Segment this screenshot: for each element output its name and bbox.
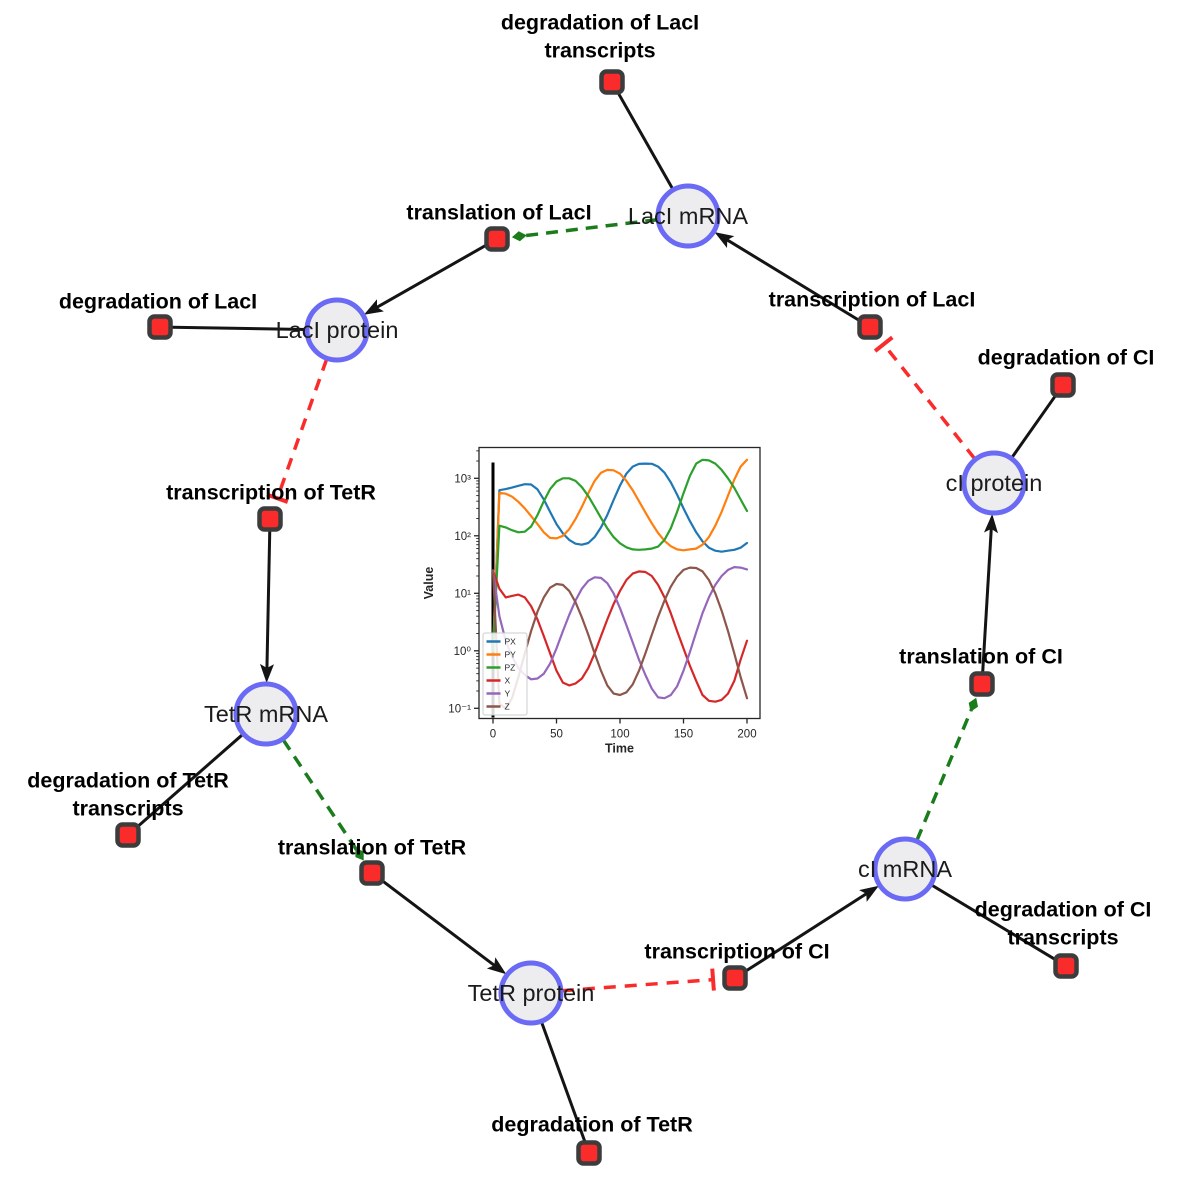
chart-x-tick-label: 200 (737, 729, 756, 741)
legend-label-PX: PX (505, 637, 517, 647)
reaction-label-tc_lacI: transcription of LacI (769, 288, 976, 312)
edge-inhibition-cI_protein-tc_lacI (882, 343, 977, 460)
chart-y-tick-label: 10² (454, 531, 471, 543)
edge-inhibition-cI_protein-tc_lacI-tbar (873, 335, 894, 353)
edge-line-deg_tetR-tetR_protein (540, 1021, 587, 1143)
chart-y-tick-label: 10⁻¹ (448, 703, 471, 715)
edge-product-translation_lacI-lacI_protein (375, 243, 488, 310)
species-label-tetR_protein: TetR protein (468, 980, 595, 1006)
reaction-node-deg_lacI (147, 314, 173, 340)
chart-x-tick-label: 50 (550, 729, 563, 741)
edge-product-tc_tetR-tetR_mRNA (265, 530, 272, 670)
reaction-label-translation_lacI: translation of LacI (406, 201, 591, 225)
edge-product-tc_cI-cI_mRNA-arrowhead (859, 885, 879, 902)
species-label-tetR_mRNA: TetR mRNA (204, 701, 328, 727)
species-node-lacI_mRNA (655, 183, 721, 249)
reaction-label-deg_cI: degradation of CI (978, 346, 1155, 370)
edge-product-tl_cI-cI_protein (981, 527, 993, 673)
nodes-layer (115, 69, 1079, 1166)
species-node-tetR_mRNA (233, 681, 299, 747)
chart-x-tick-label: 0 (490, 729, 496, 741)
edge-line-deg_cI-cI_protein (1010, 393, 1058, 459)
chart-y-tick-label: 10⁰ (454, 646, 472, 658)
reaction-label-deg_lacI_tx-line2: transcripts (544, 39, 655, 63)
edge-line-deg_lacI_tx-lacI_mRNA (616, 91, 675, 190)
species-label-lacI_mRNA: LacI mRNA (628, 203, 748, 229)
edge-product-tc_lacI-lacI_mRNA (725, 238, 861, 323)
reaction-label-deg_cI_tx-line2: transcripts (1007, 926, 1118, 950)
reaction-node-deg_tetR (576, 1140, 602, 1166)
chart-y-tick-label: 10³ (454, 473, 471, 485)
species-node-lacI_protein (304, 297, 370, 363)
edge-line-deg_tetR_tx-tetR_mRNA (136, 733, 244, 829)
edge-modifier-lacI_mRNA-translation_lacI-diamond-arrowhead (511, 231, 527, 242)
reaction-label-deg_lacI: degradation of LacI (59, 290, 257, 314)
edges-layer (136, 91, 1058, 1143)
edge-inhibition-lacI_protein-tc_tetR-tbar (266, 492, 289, 504)
edge-line-deg_cI_tx-cI_mRNA (930, 883, 1057, 962)
reaction-label-tl_cI: translation of CI (899, 645, 1063, 669)
reaction-label-tc_cI: transcription of CI (644, 940, 829, 964)
edge-product-tl_tetR-tetR_protein-arrowhead (486, 957, 507, 975)
chart-curves (491, 458, 749, 710)
reaction-node-tc_cI (722, 965, 748, 991)
reaction-node-tl_cI (969, 671, 995, 697)
reaction-node-deg_cI (1050, 372, 1076, 398)
edge-modifier-cI_mRNA-tl_cI-diamond-arrowhead (968, 697, 978, 712)
reaction-node-deg_tetR_tx (115, 822, 141, 848)
edge-modifier-cI_mRNA-tl_cI (915, 709, 973, 842)
edge-line-deg_lacI-lacI_protein (171, 325, 307, 331)
legend-label-X: X (505, 676, 511, 686)
species-label-lacI_protein: LacI protein (276, 317, 399, 343)
chart-series-Z (491, 566, 749, 710)
reaction-label-deg_tetR: degradation of TetR (491, 1113, 693, 1137)
species-label-cI_mRNA: cI mRNA (858, 856, 952, 882)
reaction-node-tc_tetR (257, 506, 283, 532)
edge-inhibition-tetR_protein-tc_cI (561, 977, 714, 993)
edge-modifier-lacI_mRNA-translation_lacI (524, 217, 658, 238)
legend-label-Z: Z (505, 702, 510, 712)
edge-product-translation_lacI-lacI_protein-arrowhead (363, 299, 384, 315)
edge-product-tc_cI-cI_mRNA (744, 892, 868, 973)
inset-timecourse-chart: 10³ 10² 10¹ 10⁰ 10⁻¹ 0 50 100 150 200 Time Value PX P… (422, 446, 761, 756)
labels-layer: LacI mRNA LacI protein TetR mRNA TetR prote… (27, 11, 1154, 1137)
edge-inhibition-lacI_protein-tc_tetR (275, 358, 329, 499)
edge-product-tl_cI-cI_protein-arrowhead (984, 513, 998, 534)
chart-series-PY (491, 458, 749, 652)
species-node-cI_mRNA (872, 836, 938, 902)
species-node-cI_protein (961, 450, 1027, 516)
chart-x-tick-label: 150 (674, 729, 693, 741)
reaction-label-deg_cI_tx: degradation of CI (975, 898, 1152, 922)
reaction-node-translation_lacI (484, 226, 510, 252)
edge-inhibition-tetR_protein-tc_cI-tbar (710, 968, 716, 991)
legend-label-PZ: PZ (505, 663, 516, 673)
reaction-node-tl_tetR (359, 860, 385, 886)
chart-series-Y (491, 566, 749, 700)
reaction-label-deg_tetR_tx: degradation of TetR (27, 769, 229, 793)
chart-y-tick-label: 10¹ (454, 588, 471, 600)
legend-label-PY: PY (505, 650, 517, 660)
chart-xlabel: Time (605, 742, 634, 756)
chart-x-tick-label: 100 (610, 729, 629, 741)
edge-modifier-tetR_mRNA-tl_tetR-diamond-arrowhead (355, 848, 364, 861)
species-node-tetR_protein (498, 960, 564, 1026)
reaction-label-deg_lacI_tx: degradation of LacI (501, 11, 699, 35)
edge-product-tc_lacI-lacI_mRNA-arrowhead (714, 232, 735, 248)
legend-label-Y: Y (505, 689, 511, 699)
reaction-node-deg_cI_tx (1053, 953, 1079, 979)
chart-series-PZ (491, 458, 749, 652)
edge-modifier-tetR_mRNA-tl_tetR (281, 738, 358, 851)
species-label-cI_protein: cI protein (946, 470, 1043, 496)
edge-product-tl_tetR-tetR_protein (380, 879, 496, 968)
reaction-node-deg_lacI_tx (599, 69, 625, 95)
reaction-label-deg_tetR_tx-line2: transcripts (72, 797, 183, 821)
edge-product-tc_tetR-tetR_mRNA-arrowhead (260, 663, 274, 683)
reaction-label-tl_tetR: translation of TetR (278, 836, 467, 860)
reaction-node-tc_lacI (857, 314, 883, 340)
chart-ylabel: Value (422, 567, 436, 600)
reaction-label-tc_tetR: transcription of TetR (166, 481, 376, 505)
